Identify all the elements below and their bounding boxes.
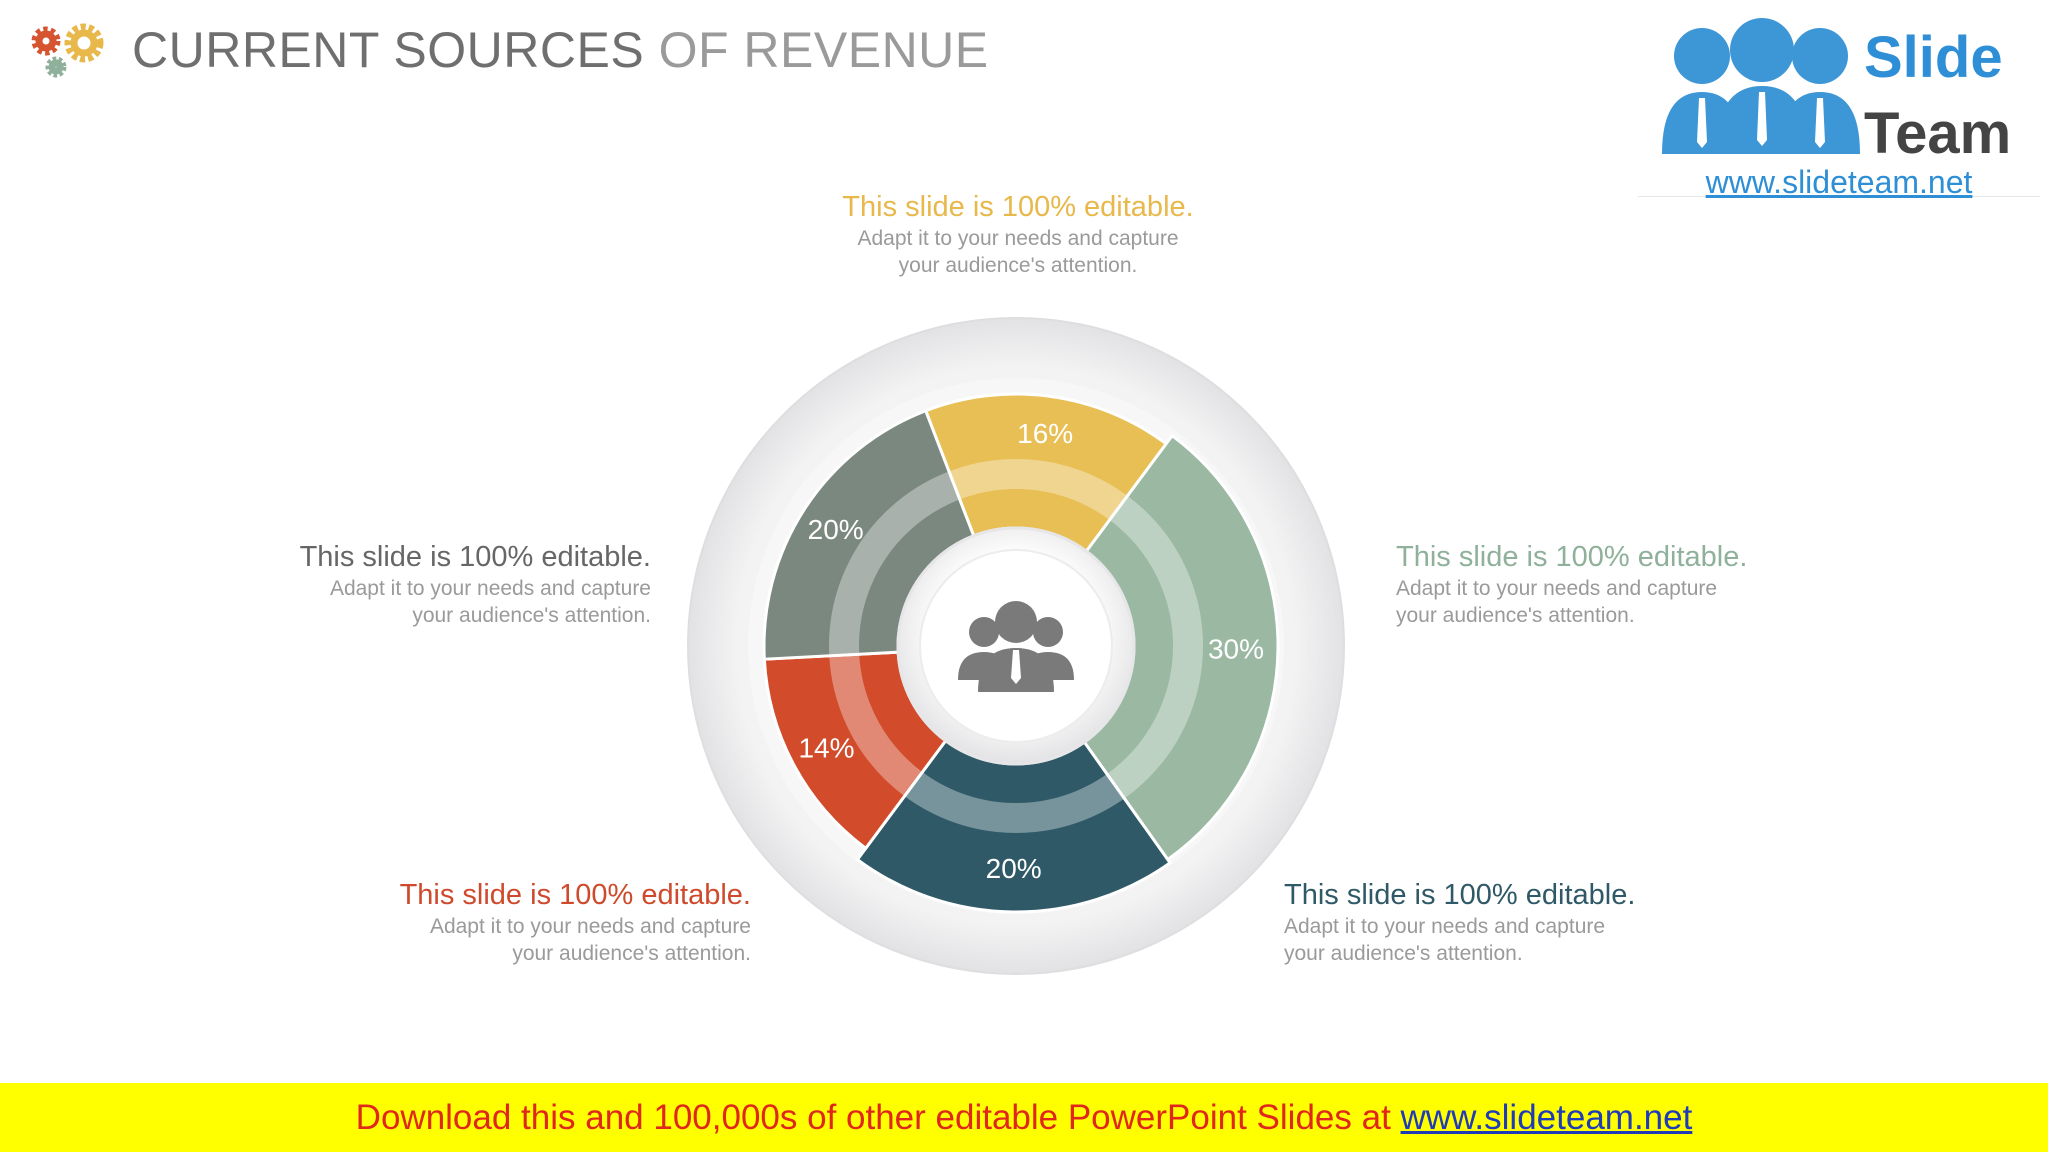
segment-label-0: 16%: [1017, 418, 1073, 449]
callout-bottom-right-title: This slide is 100% editable.: [1284, 879, 1636, 911]
logo-url-link[interactable]: www.slideteam.net: [1705, 164, 1973, 200]
slideteam-logo[interactable]: Slide Team www.slideteam.net: [1638, 4, 2040, 200]
revenue-donut-chart: 16% 30% 20% 14% 20%: [687, 317, 1345, 975]
callout-left-title: This slide is 100% editable.: [299, 541, 651, 573]
title-main: CURRENT SOURCES: [132, 22, 645, 78]
segment-label-1: 30%: [1208, 633, 1264, 664]
callout-bottom-left-title: This slide is 100% editable.: [399, 879, 751, 911]
segment-label-2: 20%: [986, 853, 1042, 884]
callout-top-body-line2: your audience's attention.: [898, 254, 1138, 277]
slide-title: CURRENT SOURCES OF REVENUE: [132, 21, 989, 79]
glass-ring: [829, 459, 1203, 833]
callout-top-title: This slide is 100% editable.: [842, 191, 1194, 223]
callout-top-body-line1: Adapt it to your needs and capture: [857, 227, 1179, 250]
segment-label-4: 20%: [808, 514, 864, 545]
logo-word-team: Team: [1864, 101, 2012, 166]
banner-text: Download this and 100,000s of other edit…: [355, 1098, 1391, 1137]
people-group-icon: [958, 601, 1074, 692]
segment-label-3: 14%: [798, 733, 854, 764]
callout-bottom-right: This slide is 100% editable. Adapt it to…: [1284, 878, 1704, 966]
callout-bottom-right-body-line2: your audience's attention.: [1284, 942, 1523, 965]
callout-left-body-line2: your audience's attention.: [412, 604, 651, 627]
callout-right: This slide is 100% editable. Adapt it to…: [1396, 540, 1816, 628]
callout-bottom-left: This slide is 100% editable. Adapt it to…: [331, 878, 751, 966]
logo-word-slide: Slide: [1864, 25, 2003, 90]
banner-link[interactable]: www.slideteam.net: [1400, 1098, 1693, 1137]
callout-top: This slide is 100% editable. Adapt it to…: [808, 190, 1228, 278]
title-bar: CURRENT SOURCES OF REVENUE: [24, 18, 989, 82]
download-banner: Download this and 100,000s of other edit…: [0, 1083, 2048, 1152]
title-sub: OF REVENUE: [658, 22, 989, 78]
callout-bottom-left-body-line2: your audience's attention.: [512, 942, 751, 965]
callout-bottom-left-body-line1: Adapt it to your needs and capture: [429, 915, 751, 938]
people-logo-icon: [1662, 18, 1860, 154]
callout-right-body-line1: Adapt it to your needs and capture: [1396, 577, 1718, 600]
callout-left: This slide is 100% editable. Adapt it to…: [231, 540, 651, 628]
callout-right-title: This slide is 100% editable.: [1396, 541, 1748, 573]
callout-right-body-line2: your audience's attention.: [1396, 604, 1635, 627]
callout-bottom-right-body-line1: Adapt it to your needs and capture: [1284, 915, 1606, 938]
callout-left-body-line1: Adapt it to your needs and capture: [329, 577, 651, 600]
gears-icon: [31, 23, 104, 78]
center-hub-inner: [919, 549, 1113, 743]
